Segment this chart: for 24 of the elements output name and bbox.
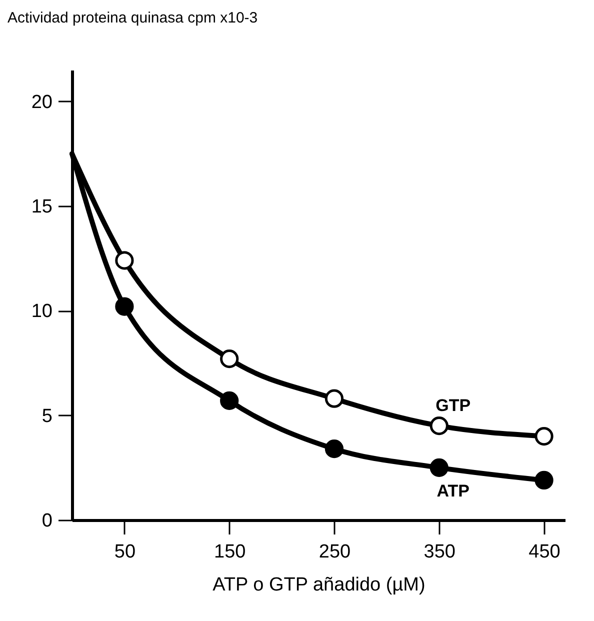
y-tick-label: 5 bbox=[42, 406, 52, 427]
point bbox=[324, 440, 344, 458]
y-axis-title: Actividad proteina quinasa cpm x10-3 bbox=[8, 10, 258, 26]
point bbox=[220, 350, 239, 368]
point bbox=[115, 251, 134, 270]
x-tick-label: 50 bbox=[114, 542, 136, 562]
y-tick-label: 20 bbox=[31, 92, 52, 113]
x-tick-label: 250 bbox=[318, 542, 351, 562]
x-tick-label: 350 bbox=[424, 542, 456, 562]
point bbox=[430, 458, 448, 477]
x-tick-label: 450 bbox=[528, 542, 560, 562]
point bbox=[115, 297, 134, 316]
point bbox=[324, 389, 344, 408]
x-axis-title: ATP o GTP añadido (µM) bbox=[212, 574, 426, 596]
y-tick-label: 15 bbox=[31, 196, 52, 218]
point bbox=[430, 416, 448, 436]
y-tick-label: 0 bbox=[42, 510, 52, 532]
y-tick-label: 10 bbox=[31, 301, 52, 322]
x-tick-label: 150 bbox=[214, 542, 246, 562]
point bbox=[534, 426, 554, 446]
point bbox=[534, 470, 554, 490]
series-label: ATP bbox=[436, 482, 470, 501]
series-label: GTP bbox=[436, 396, 471, 415]
point bbox=[220, 391, 239, 410]
